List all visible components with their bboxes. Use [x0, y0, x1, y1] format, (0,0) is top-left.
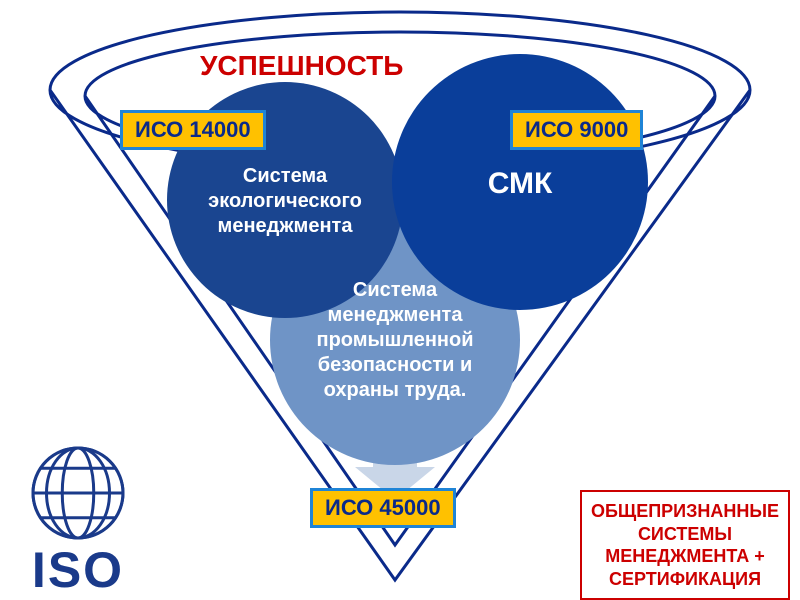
diagram-stage: УСПЕШНОСТЬ Системаменеджментапромышленно…	[0, 0, 800, 600]
iso-globe-icon	[30, 445, 126, 541]
label-iso-9000: ИСО 9000	[510, 110, 643, 150]
circle-eco-text: Системаэкологическогоменеджмента	[167, 164, 403, 239]
iso-logo-text: ISO	[30, 541, 126, 599]
circle-safety-text: Системаменеджментапромышленнойбезопаснос…	[270, 278, 520, 403]
label-iso-45000: ИСО 45000	[310, 488, 456, 528]
iso-logo: ISO	[30, 445, 126, 599]
circle-smk-text: СМК	[392, 165, 648, 203]
title-success: УСПЕШНОСТЬ	[200, 50, 403, 82]
caption-recognized-systems: ОБЩЕПРИЗНАННЫЕСИСТЕМЫМЕНЕДЖМЕНТА +СЕРТИФ…	[580, 490, 790, 600]
label-iso-14000: ИСО 14000	[120, 110, 266, 150]
